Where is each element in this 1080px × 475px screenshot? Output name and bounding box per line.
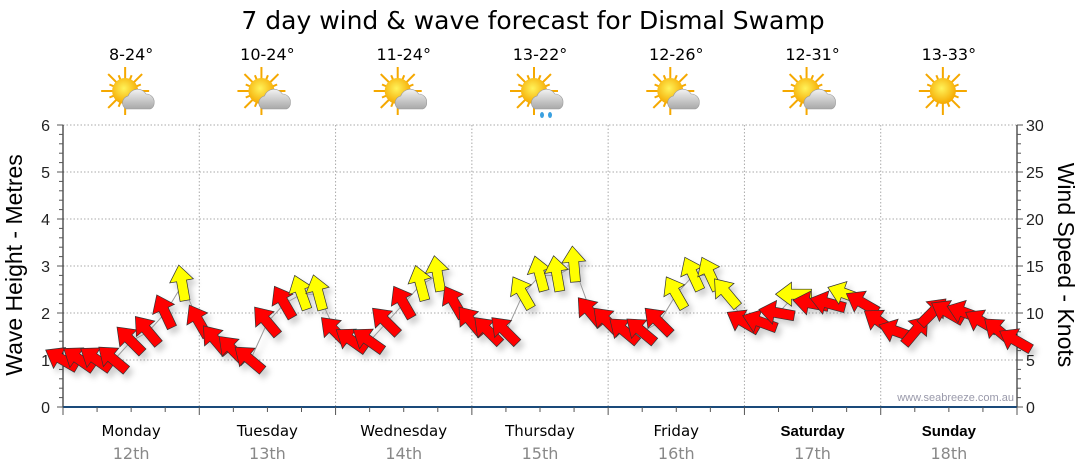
left-tick-label: 2	[41, 306, 50, 323]
day-label: Wednesday	[360, 422, 447, 440]
day-label: Friday	[654, 422, 700, 440]
right-axis-label: Wind Speed - Knots	[1053, 163, 1079, 368]
partly-cloudy-icon	[101, 67, 155, 115]
left-tick-label: 1	[41, 353, 50, 370]
left-axis-label: Wave Height - Metres	[1, 154, 27, 376]
wind-arrow	[663, 276, 690, 312]
temp-range: 13-22°	[513, 45, 568, 64]
daily-header: 8-24° 10-24° 11-24° 13-22° 12-26° 12-31° 13-33…	[101, 45, 976, 118]
day-label: Thursday	[504, 422, 575, 440]
temp-range: 8-24°	[109, 45, 153, 64]
date-label: 12th	[113, 444, 150, 463]
wind-arrow	[271, 285, 298, 321]
wind-arrow	[644, 307, 675, 338]
day-label: Saturday	[780, 423, 845, 440]
wind-arrow	[758, 299, 796, 325]
wind-arrow	[390, 285, 417, 321]
date-label: 14th	[385, 444, 422, 463]
right-tick-label: 25	[1026, 165, 1044, 182]
right-tick-label: 5	[1026, 353, 1035, 370]
right-tick-label: 30	[1026, 118, 1044, 135]
left-tick-label: 3	[41, 259, 50, 276]
temp-range: 13-33°	[922, 45, 977, 64]
date-label: 13th	[249, 444, 286, 463]
wind-arrow	[626, 318, 659, 347]
partly-cloudy-rain-icon	[510, 67, 564, 118]
temp-range: 12-31°	[785, 45, 840, 64]
day-label: Sunday	[922, 423, 977, 440]
date-label: 17th	[794, 444, 831, 463]
chart-title: 7 day wind & wave forecast for Dismal Sw…	[241, 6, 824, 35]
partly-cloudy-icon	[237, 67, 291, 115]
wind-arrow	[352, 328, 387, 355]
wind-arrow	[254, 306, 283, 339]
partly-cloudy-icon	[646, 67, 700, 115]
wind-arrow	[999, 328, 1034, 355]
day-label: Monday	[102, 422, 161, 440]
left-tick-label: 5	[41, 165, 50, 182]
left-tick-label: 0	[41, 400, 50, 417]
axes: 0 1 2 3 4 5 6 0 5 10 15 20 25 30 Monday 12th Tuesday 13th…	[41, 118, 1044, 463]
watermark: www.seabreeze.com.au	[896, 392, 1014, 404]
wind-arrow	[134, 316, 163, 348]
wind-arrow	[491, 317, 522, 348]
partly-cloudy-icon	[782, 67, 836, 115]
wind-arrow	[774, 281, 812, 307]
right-tick-label: 20	[1026, 212, 1044, 229]
left-tick-label: 6	[41, 118, 50, 135]
right-tick-label: 0	[1026, 400, 1035, 417]
wind-arrow	[714, 278, 743, 311]
wind-arrow	[305, 274, 330, 312]
date-label: 16th	[658, 444, 695, 463]
wind-arrows	[45, 245, 1034, 375]
date-label: 18th	[930, 444, 967, 463]
wind-arrow	[543, 255, 569, 293]
right-tick-label: 15	[1026, 259, 1044, 276]
wind-arrow	[561, 245, 587, 283]
wind-arrow	[234, 346, 267, 375]
right-tick-label: 10	[1026, 306, 1044, 323]
wind-arrow	[407, 264, 433, 302]
wind-arrow	[169, 264, 195, 302]
wind-arrow	[510, 276, 536, 312]
temp-range: 11-24°	[376, 45, 431, 64]
left-tick-label: 4	[41, 212, 50, 229]
partly-cloudy-icon	[373, 67, 428, 115]
temp-range: 12-26°	[649, 45, 704, 64]
wind-arrow	[424, 255, 450, 293]
wind-arrow	[809, 290, 847, 315]
wind-arrow	[98, 346, 131, 375]
wind-arrow	[152, 294, 177, 331]
date-label: 15th	[522, 444, 559, 463]
temp-range: 10-24°	[240, 45, 295, 64]
wind-arrow	[372, 307, 403, 338]
day-label: Tuesday	[236, 422, 298, 440]
sunny-icon	[918, 67, 967, 115]
